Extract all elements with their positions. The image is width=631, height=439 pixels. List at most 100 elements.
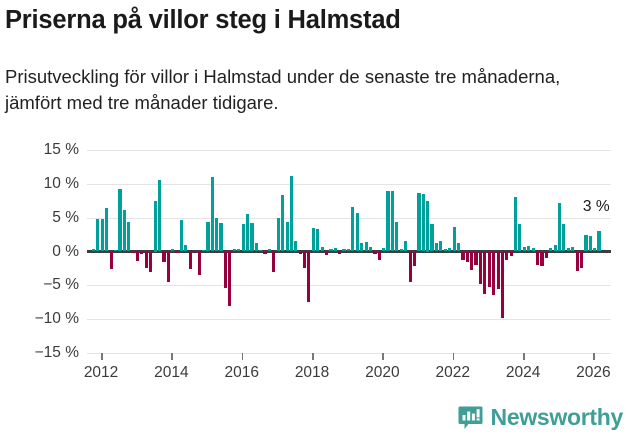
y-axis-tick-label: 5 %: [52, 208, 79, 226]
bar: [443, 248, 447, 252]
bar: [127, 221, 131, 252]
x-axis-tick-label: 2016: [224, 364, 259, 381]
bar: [439, 240, 443, 252]
x-axis-tick-label: 2022: [435, 364, 470, 381]
gridline: [87, 217, 611, 219]
bar: [267, 248, 272, 252]
bar: [338, 251, 342, 254]
bar: [149, 251, 153, 272]
bar: [593, 248, 597, 252]
x-axis-tick-mark: [241, 353, 244, 360]
bar: [236, 249, 241, 252]
bar: [122, 209, 126, 252]
bar: [408, 251, 412, 282]
bar: [456, 242, 460, 252]
bar: [360, 243, 364, 252]
bar: [184, 244, 188, 252]
bar: [566, 248, 571, 252]
bar: [461, 251, 465, 260]
bar: [465, 251, 469, 263]
x-axis-tick-mark: [593, 353, 595, 360]
bar: [272, 251, 276, 272]
bar: [452, 227, 456, 252]
gridline: [87, 285, 611, 287]
x-axis-tick-mark: [452, 353, 455, 360]
y-axis-tick-label: 10 %: [43, 174, 79, 192]
bar: [518, 224, 522, 252]
page-title: Priserna på villor steg i Halmstad: [5, 6, 401, 34]
gridline: [87, 183, 611, 185]
bar: [535, 251, 540, 266]
bar: [412, 251, 416, 266]
bar: [228, 251, 232, 306]
chart-subtitle: Prisutveckling för villor i Halmstad und…: [5, 66, 561, 114]
bar: [531, 248, 535, 252]
bar: [197, 251, 201, 275]
bar: [544, 251, 548, 259]
bar: [417, 192, 421, 252]
bar: [96, 219, 100, 252]
bar: [522, 246, 527, 252]
bar: [166, 251, 170, 282]
bar: [434, 243, 439, 252]
bar: [329, 249, 333, 252]
bar-chart-speech-bubble-icon: [458, 405, 483, 430]
bar: [241, 224, 245, 252]
x-axis-tick-label: 2012: [83, 364, 119, 381]
bar: [215, 217, 219, 252]
bar: [140, 251, 144, 255]
bar: [136, 251, 140, 261]
y-axis-tick-label: −5 %: [43, 276, 79, 294]
bar: [223, 251, 228, 289]
bar: [404, 241, 408, 252]
bar: [421, 193, 425, 252]
bar: [553, 244, 557, 252]
bar: [175, 251, 179, 253]
bar: [298, 251, 302, 255]
bar: [289, 175, 293, 252]
bar: [259, 250, 263, 252]
bar: [549, 248, 553, 252]
bar: [307, 251, 311, 303]
bar: [562, 224, 566, 252]
bar: [347, 248, 351, 252]
bar: [285, 222, 289, 252]
bar: [483, 251, 487, 295]
bar: [505, 251, 509, 261]
bar: [188, 251, 192, 270]
bar: [100, 219, 105, 252]
bar: [206, 221, 210, 252]
bar: [558, 202, 562, 252]
bar: [579, 251, 584, 269]
bar: [171, 248, 175, 252]
bar: [514, 197, 518, 252]
bar: [118, 189, 122, 252]
bar: [373, 251, 377, 254]
bar: [470, 251, 474, 271]
bar: [597, 231, 601, 252]
x-axis-tick-mark: [101, 353, 103, 360]
bar: [491, 251, 496, 296]
bar: [131, 251, 135, 253]
bar: [333, 248, 337, 252]
bar: [386, 190, 390, 252]
bar: [478, 251, 483, 284]
bar: [391, 190, 395, 252]
x-axis-tick-label: 2026: [576, 364, 611, 381]
gridline: [87, 319, 611, 321]
x-axis-tick-mark: [171, 353, 173, 360]
value-annotation: 3 %: [582, 197, 610, 215]
bar: [232, 248, 236, 252]
bar: [426, 200, 430, 252]
bar: [219, 223, 223, 252]
bar: [395, 222, 399, 252]
bar: [153, 200, 157, 252]
bar: [162, 251, 166, 263]
x-axis-tick-mark: [312, 353, 314, 360]
bar: [311, 227, 316, 252]
bar: [509, 251, 513, 256]
bar: [316, 229, 320, 252]
y-axis-tick-label: 0 %: [52, 242, 79, 260]
y-axis-tick-label: −15 %: [34, 344, 79, 361]
